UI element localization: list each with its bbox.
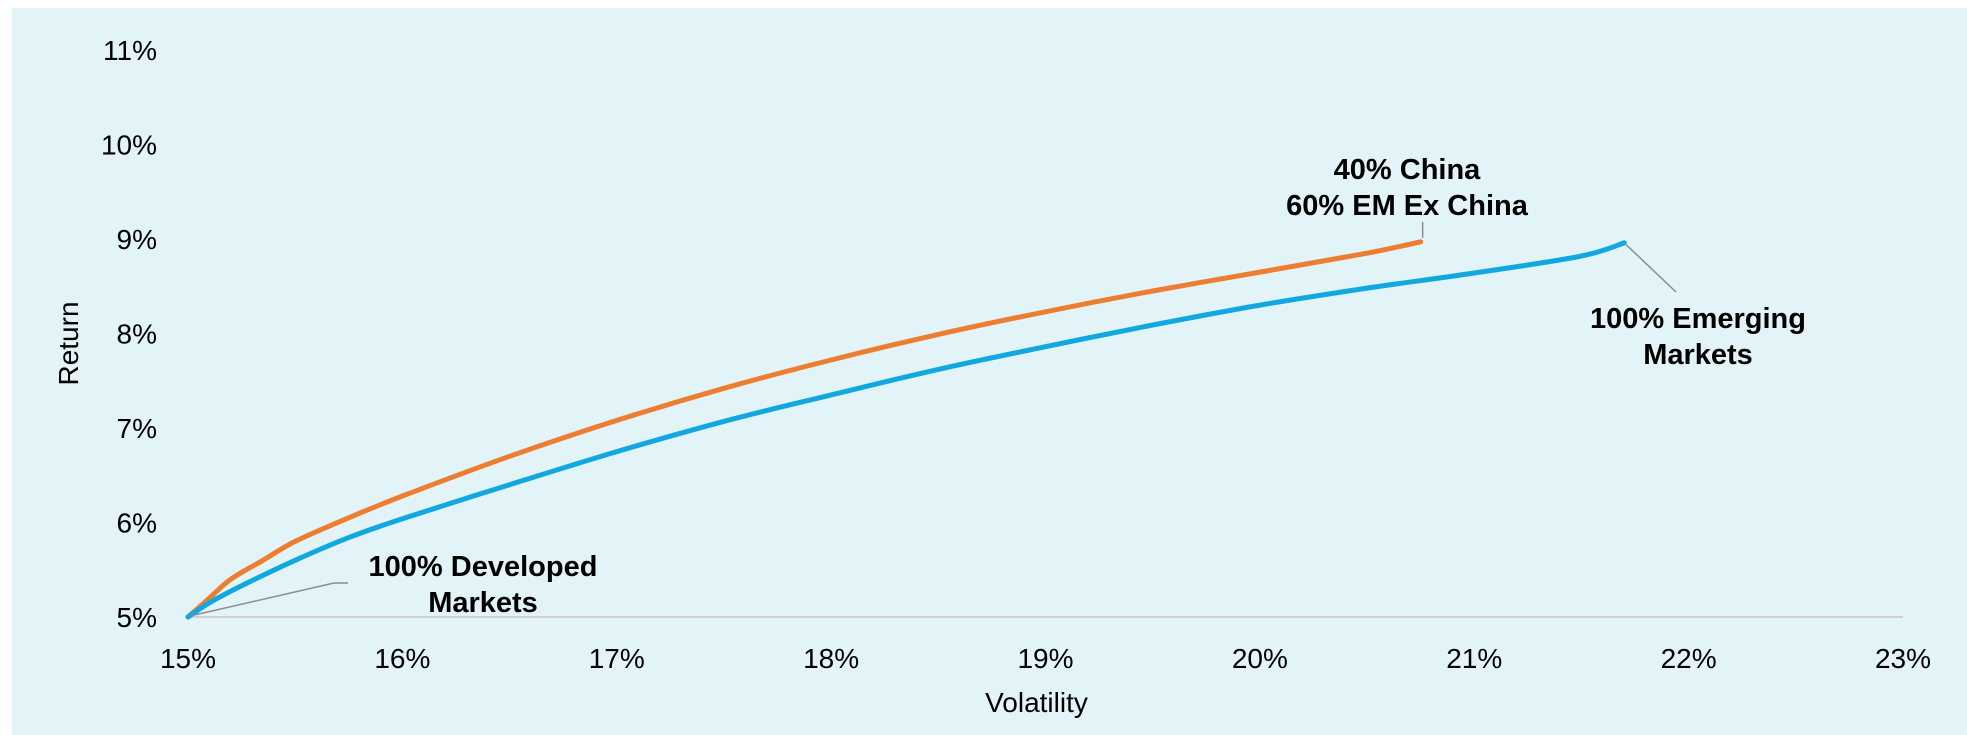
y-tick-label: 8%	[117, 319, 157, 350]
y-tick-label: 9%	[117, 224, 157, 255]
x-tick-label: 17%	[589, 643, 645, 674]
annotations: 40% China 60% EM Ex China 100% Emerging Mar…	[369, 154, 1806, 619]
x-tick-label: 16%	[374, 643, 430, 674]
annotation-emerging: 100% Emerging Markets	[1590, 303, 1806, 371]
leader-line-emerging	[1625, 244, 1677, 293]
series-lines	[185, 239, 1627, 620]
x-tick-label: 22%	[1661, 643, 1717, 674]
annotation-line: Markets	[428, 587, 538, 619]
x-tick-label: 23%	[1875, 643, 1931, 674]
x-tick-label: 19%	[1017, 643, 1073, 674]
x-tick-labels: 15% 16% 17% 18% 19% 20% 21% 22% 23%	[160, 643, 1931, 674]
leader-line-developed	[189, 582, 348, 617]
annotation-line: 60% EM Ex China	[1286, 190, 1529, 222]
annotation-line: Markets	[1643, 339, 1753, 371]
annotation-line: 100% Developed	[369, 551, 598, 583]
y-axis-title: Return	[53, 301, 84, 385]
annotation-leader-lines	[189, 222, 1677, 617]
y-tick-labels: 5% 6% 7% 8% 9% 10% 11%	[101, 35, 157, 633]
y-tick-label: 7%	[117, 413, 157, 444]
annotation-line: 100% Emerging	[1590, 303, 1806, 335]
x-axis-title: Volatility	[985, 687, 1088, 718]
annotation-line: 40% China	[1334, 154, 1482, 186]
series-line-1	[185, 239, 1424, 620]
y-tick-label: 10%	[101, 130, 157, 161]
x-tick-label: 20%	[1232, 643, 1288, 674]
x-tick-label: 21%	[1446, 643, 1502, 674]
y-tick-label: 11%	[103, 35, 157, 66]
y-tick-label: 6%	[117, 508, 157, 539]
series-line-2	[185, 240, 1627, 620]
annotation-developed: 100% Developed Markets	[369, 551, 598, 619]
x-tick-label: 18%	[803, 643, 859, 674]
annotation-china: 40% China 60% EM Ex China	[1286, 154, 1529, 222]
x-tick-label: 15%	[160, 643, 216, 674]
y-tick-label: 5%	[117, 602, 157, 633]
chart-background	[12, 8, 1967, 735]
